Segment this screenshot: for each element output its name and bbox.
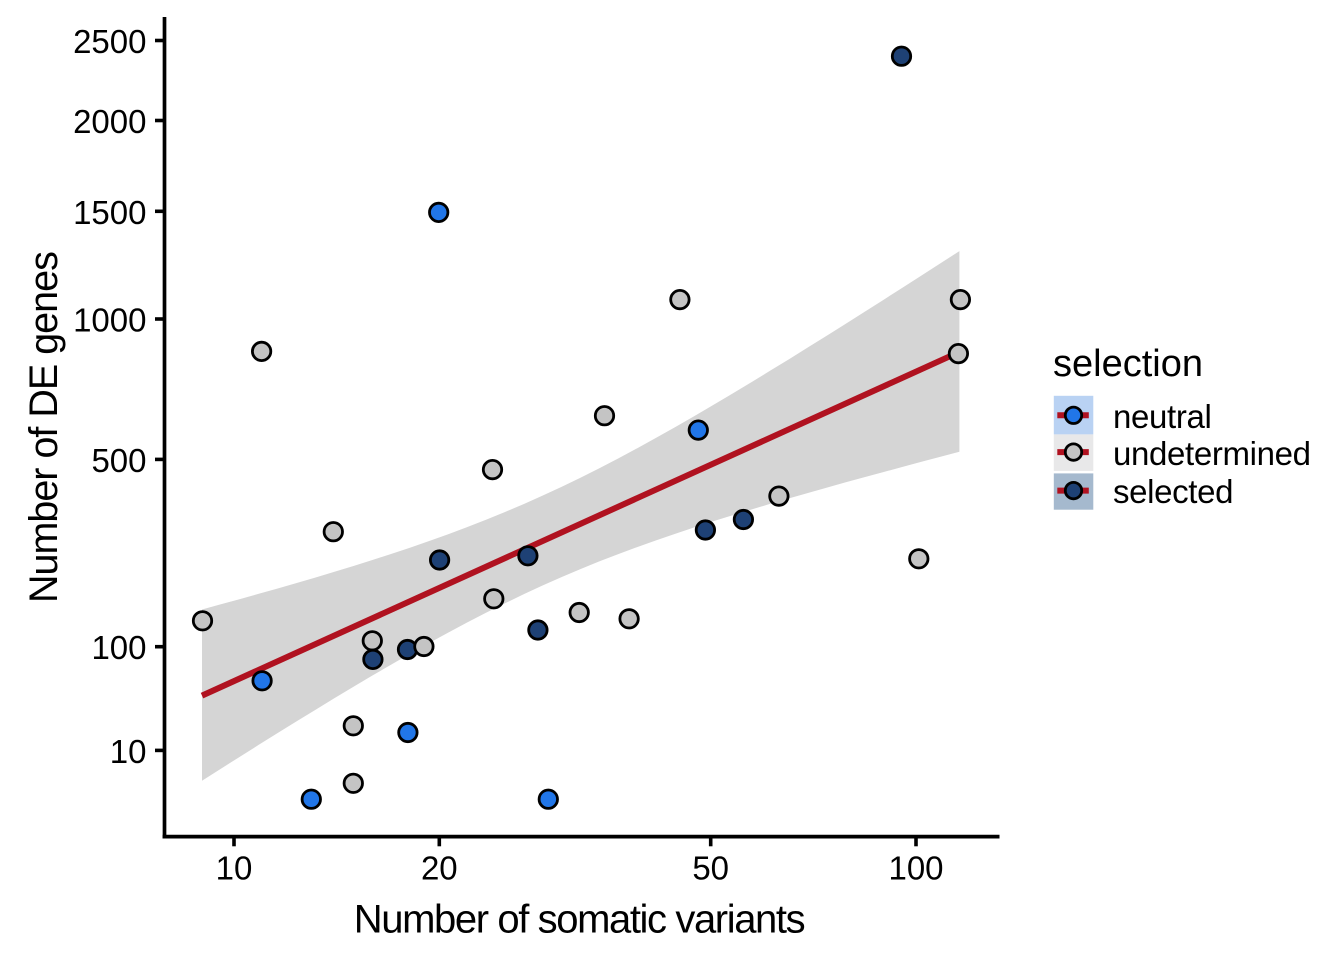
- svg-text:20: 20: [421, 849, 458, 886]
- svg-text:1500: 1500: [73, 194, 146, 231]
- svg-text:100: 100: [888, 849, 943, 886]
- svg-text:2500: 2500: [73, 23, 146, 60]
- svg-text:1000: 1000: [73, 302, 146, 339]
- svg-text:neutral: neutral: [1113, 398, 1211, 435]
- svg-text:Number of somatic variants: Number of somatic variants: [354, 897, 805, 941]
- svg-text:50: 50: [692, 849, 729, 886]
- svg-text:10: 10: [216, 849, 253, 886]
- svg-text:100: 100: [91, 629, 146, 666]
- svg-text:500: 500: [91, 442, 146, 479]
- svg-text:undetermined: undetermined: [1113, 435, 1311, 472]
- svg-text:selected: selected: [1113, 473, 1233, 510]
- svg-text:10: 10: [110, 733, 147, 770]
- svg-text:2000: 2000: [73, 103, 146, 140]
- svg-text:Number of DE genes: Number of DE genes: [22, 252, 66, 603]
- svg-text:selection: selection: [1053, 343, 1203, 385]
